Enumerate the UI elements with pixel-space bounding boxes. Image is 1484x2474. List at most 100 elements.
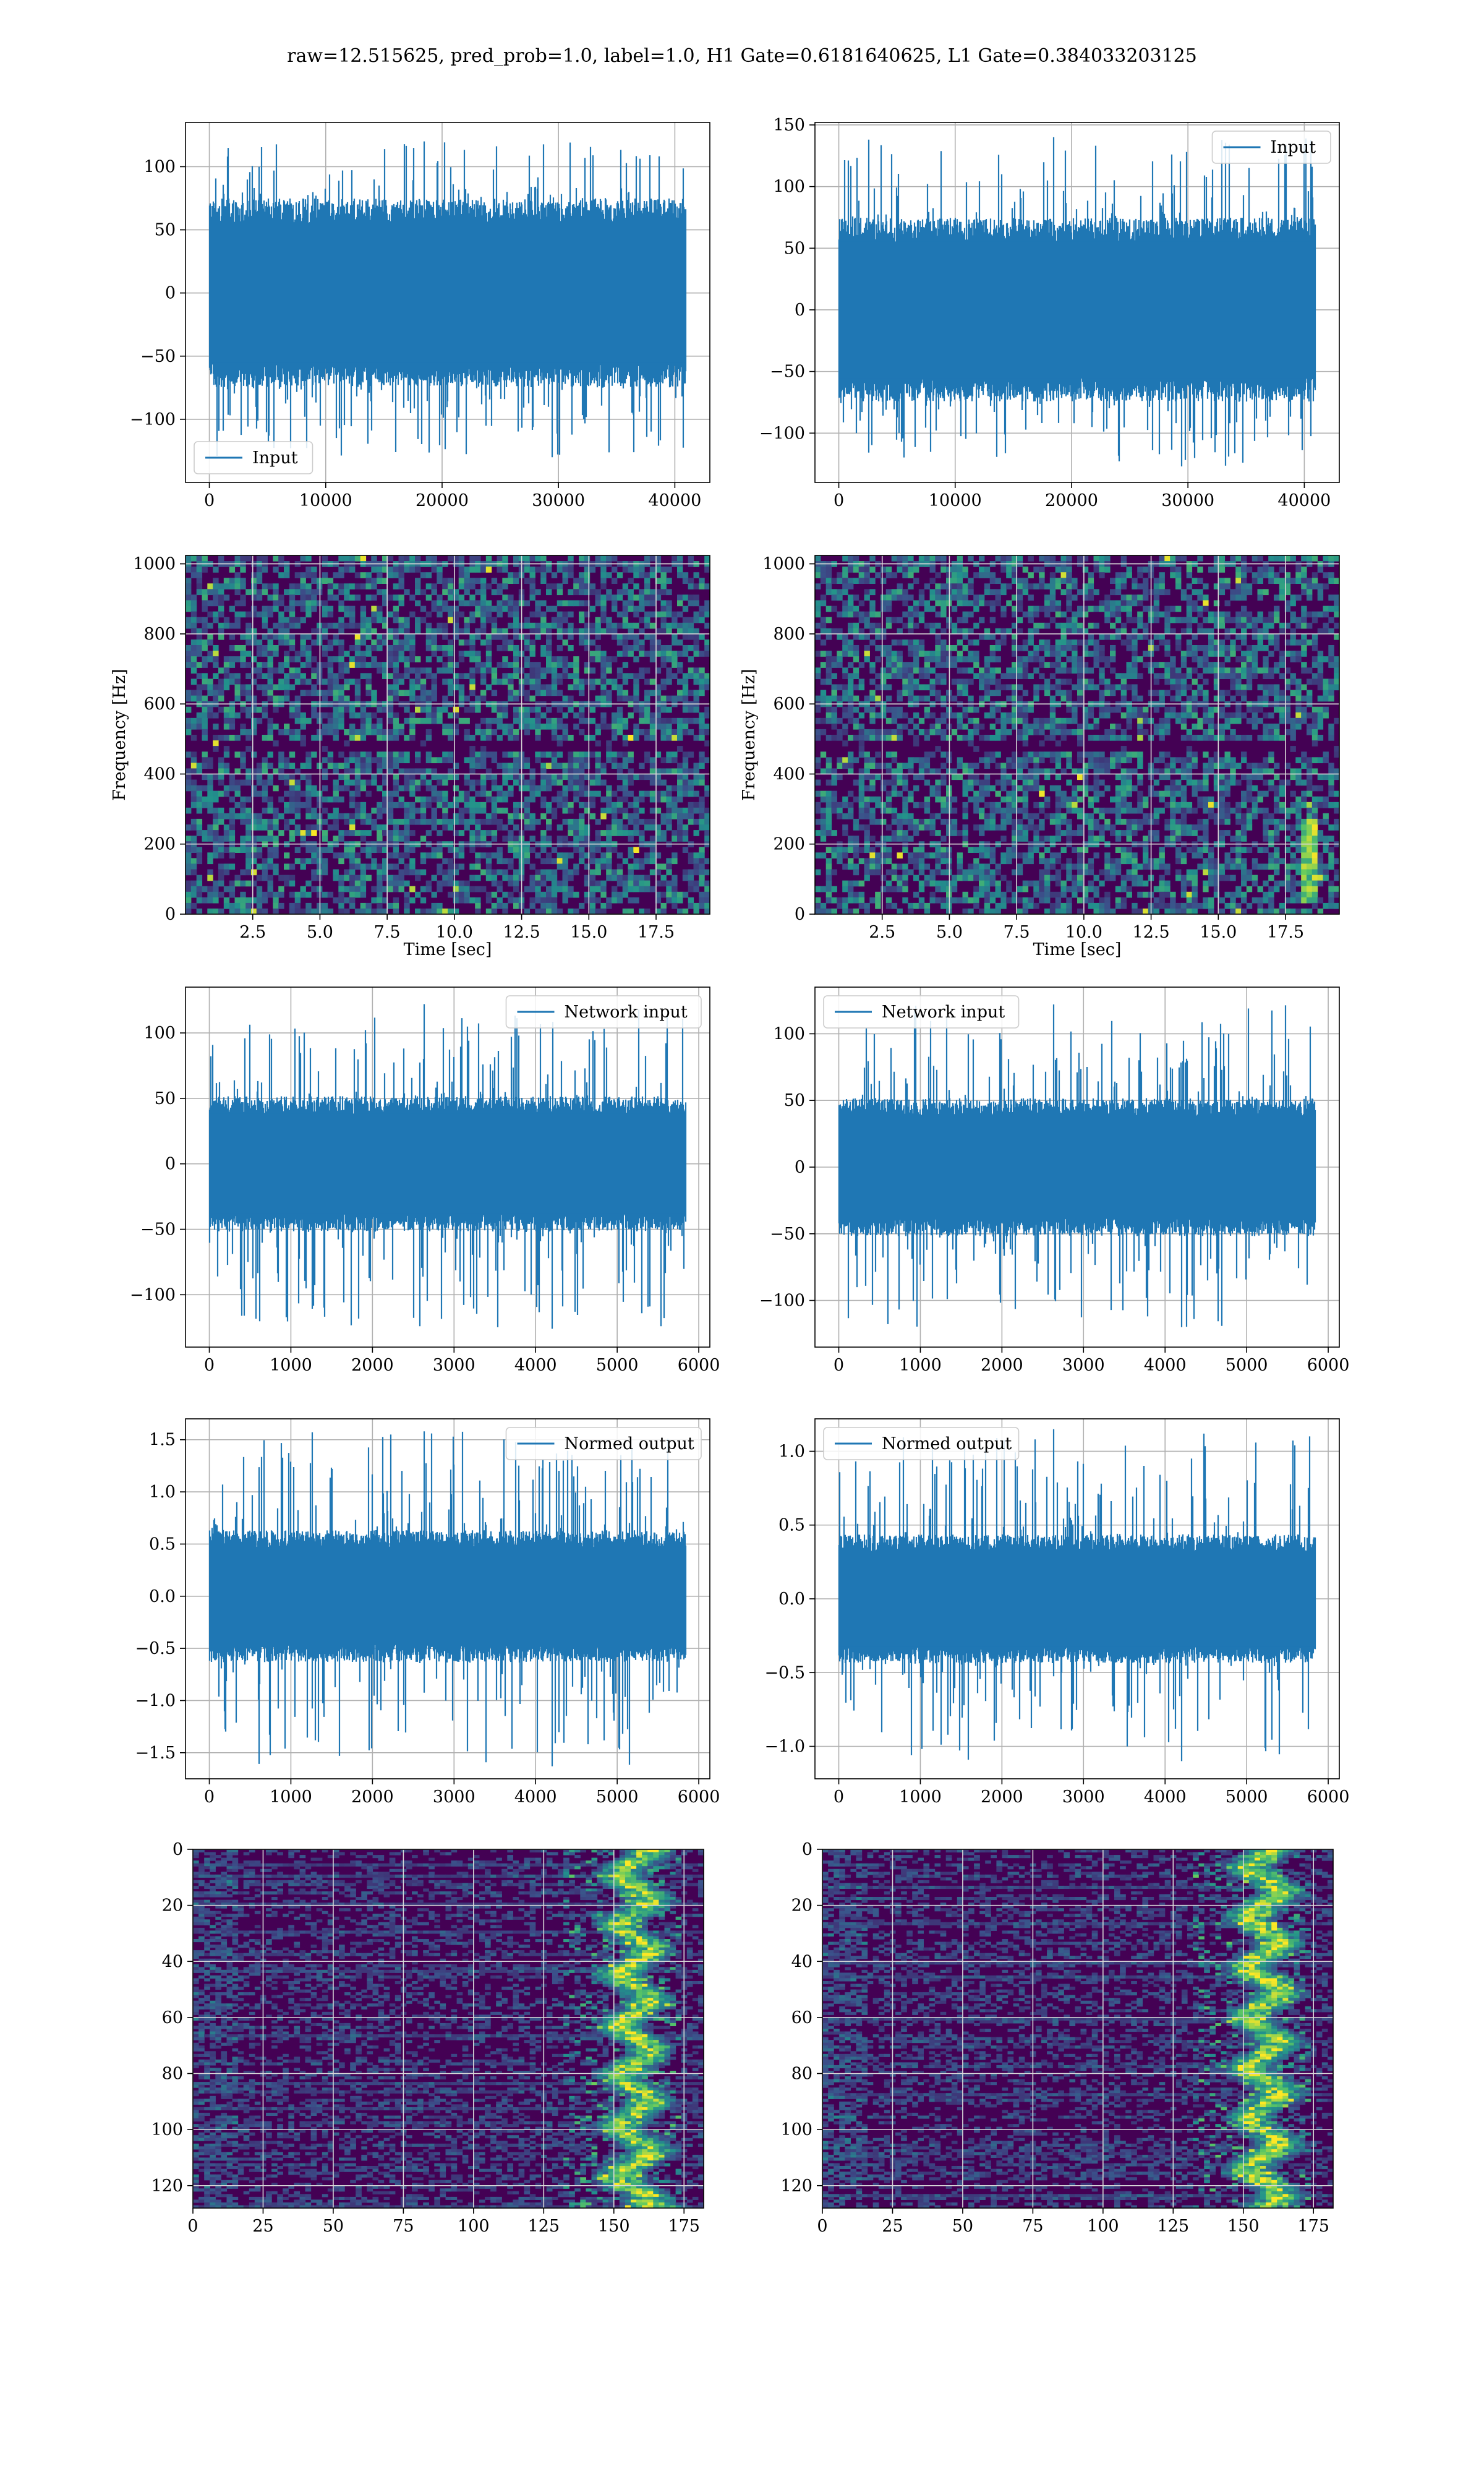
heatmap-cell (1115, 673, 1122, 679)
heatmap-cell (869, 567, 876, 573)
heatmap-cell (404, 818, 410, 825)
heatmap-cell (1274, 594, 1280, 601)
heatmap-cell (469, 802, 475, 808)
heatmap-cell (616, 673, 623, 679)
heatmap-cell (1334, 662, 1339, 668)
heatmap-cell (1055, 611, 1062, 618)
heatmap-cell (595, 651, 601, 657)
heatmap-cell (606, 807, 612, 814)
heatmap-cell (437, 606, 443, 612)
heatmap-cell (546, 706, 552, 713)
heatmap-cell (1017, 662, 1023, 668)
heatmap-cell (1213, 667, 1220, 674)
heatmap-cell (513, 875, 519, 881)
heatmap-cell (1093, 622, 1099, 629)
x-tick-label: 30000 (532, 491, 585, 510)
heatmap-cell (688, 785, 694, 792)
axes-frame (814, 122, 1340, 483)
heatmap-cell (491, 818, 498, 825)
heatmap-cell (633, 594, 639, 601)
heatmap-cell (644, 886, 650, 892)
heatmap-cell (1164, 651, 1171, 657)
heatmap-cell (349, 712, 356, 719)
heatmap-cell (1132, 667, 1138, 674)
heatmap-cell (524, 908, 531, 914)
heatmap-cell (885, 572, 892, 578)
heatmap-cell (842, 651, 848, 657)
heatmap-cell (589, 869, 596, 876)
heatmap-cell (333, 768, 339, 775)
heatmap-cell (1017, 684, 1023, 691)
heatmap-cell (699, 712, 705, 719)
heatmap-cell (196, 802, 203, 808)
heatmap-cell (644, 611, 650, 618)
heatmap-cell (655, 807, 662, 814)
heatmap-cell (245, 863, 252, 870)
heatmap-cell (202, 684, 208, 691)
heatmap-cell (639, 706, 645, 713)
heatmap-cell (513, 807, 519, 814)
heatmap-cell (1290, 628, 1296, 635)
heatmap-cell (382, 875, 388, 881)
heatmap-cell (377, 662, 383, 668)
heatmap-cell (218, 628, 224, 635)
heatmap-cell (354, 886, 361, 892)
heatmap-cell (294, 830, 301, 836)
heatmap-cell (377, 606, 383, 612)
heatmap-cell (475, 606, 481, 612)
heatmap-cell (1235, 611, 1242, 618)
heatmap-cell (223, 813, 230, 820)
heatmap-cell (1000, 567, 1007, 573)
heatmap-cell (529, 611, 535, 618)
heatmap-cell (556, 662, 563, 668)
heatmap-cell (294, 589, 301, 596)
heatmap-cell (612, 751, 618, 758)
heatmap-cell (649, 555, 656, 562)
heatmap-cell (612, 656, 618, 662)
heatmap-cell (1159, 578, 1165, 584)
heatmap-cell (1334, 667, 1339, 674)
heatmap-cell (202, 802, 208, 808)
heatmap-cell (497, 645, 503, 651)
heatmap-cell (1301, 639, 1307, 646)
heatmap-cell (1159, 555, 1165, 562)
heatmap-cell (311, 735, 317, 741)
heatmap-cell (633, 678, 639, 685)
heatmap-cell (448, 678, 454, 685)
heatmap-cell (1175, 617, 1182, 623)
heatmap-cell (573, 869, 579, 876)
y-tick-label: 100 (773, 178, 805, 197)
heatmap-cell (1120, 639, 1127, 646)
heatmap-cell (218, 611, 224, 618)
heatmap-cell (502, 891, 508, 898)
heatmap-cell (1241, 567, 1247, 573)
heatmap-cell (1055, 639, 1062, 646)
heatmap-cell (485, 611, 492, 618)
heatmap-cell (234, 617, 241, 623)
heatmap-cell (190, 572, 197, 578)
heatmap-cell (1055, 678, 1062, 685)
heatmap-cell (502, 567, 508, 573)
heatmap-cell (924, 606, 931, 612)
heatmap-cell (387, 768, 394, 775)
heatmap-cell (699, 774, 705, 781)
heatmap-cell (957, 651, 963, 657)
heatmap-cell (223, 717, 230, 724)
heatmap-cell (568, 830, 574, 836)
heatmap-cell (338, 656, 344, 662)
heatmap-cell (480, 746, 487, 752)
heatmap-cell (284, 589, 290, 596)
heatmap-cell (491, 779, 498, 786)
heatmap-cell (311, 908, 317, 914)
heatmap-cell (551, 667, 558, 674)
heatmap-cell (273, 651, 279, 657)
heatmap-cell (289, 785, 296, 792)
heatmap-cell (229, 891, 236, 898)
heatmap-cell (508, 774, 514, 781)
heatmap-cell (562, 785, 568, 792)
heatmap-cell (666, 622, 672, 629)
heatmap-cell (848, 583, 854, 589)
heatmap-cell (448, 858, 454, 865)
heatmap-cell (655, 869, 662, 876)
heatmap-cell (1213, 684, 1220, 691)
